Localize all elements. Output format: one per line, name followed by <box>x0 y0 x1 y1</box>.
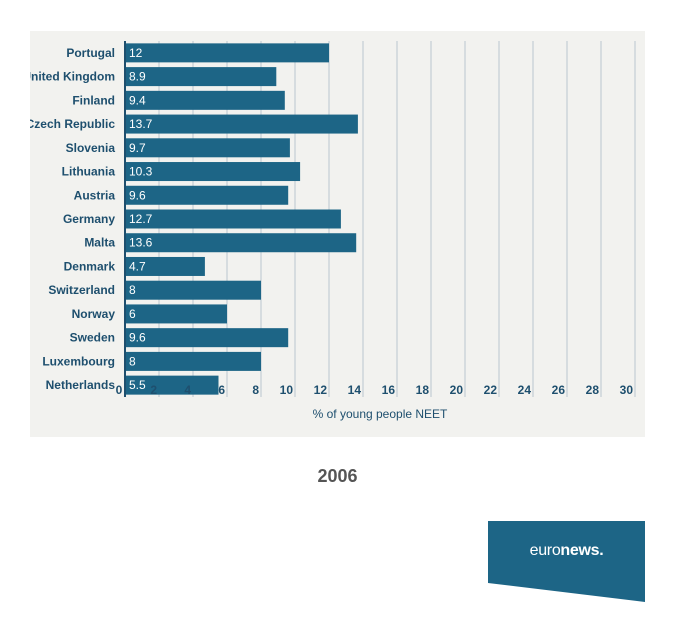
euronews-logo: euronews. <box>488 521 645 602</box>
chart-panel: Portugal United Kingdom Finland Czech Repub… <box>30 31 645 437</box>
value-label: 12 <box>129 46 143 60</box>
category-label: Czech Republic <box>30 117 115 131</box>
category-label: Lithuania <box>62 165 116 179</box>
category-label: Denmark <box>64 259 116 273</box>
bar <box>125 114 358 134</box>
x-tick-label: 30 <box>620 383 634 397</box>
bars <box>125 43 358 395</box>
bar <box>125 162 301 182</box>
category-label: United Kingdom <box>30 70 115 84</box>
x-tick-label: 4 <box>184 383 191 397</box>
bar <box>125 256 205 276</box>
value-label: 9.7 <box>129 141 146 155</box>
category-label: Austria <box>74 188 116 202</box>
category-label: Slovenia <box>66 141 116 155</box>
logo-text: euronews. <box>488 542 645 560</box>
category-label: Netherlands <box>46 378 116 392</box>
value-label: 8 <box>129 354 136 368</box>
value-label: 4.7 <box>129 259 146 273</box>
bar <box>125 138 290 158</box>
category-label: Portugal <box>66 46 115 60</box>
bar <box>125 90 285 110</box>
x-tick-label: 22 <box>484 383 498 397</box>
bar <box>125 328 289 348</box>
value-labels: 12 8.9 9.4 13.7 9.7 10.3 9.6 12.7 13.6 4.7 8 6 9.6 8 5… <box>129 46 153 392</box>
x-tick-label: 18 <box>416 383 430 397</box>
value-label: 13.6 <box>129 236 153 250</box>
x-tick-label: 16 <box>382 383 396 397</box>
category-label: Finland <box>72 93 115 107</box>
x-tick-label: 28 <box>586 383 600 397</box>
category-label: Switzerland <box>48 283 115 297</box>
value-label: 5.5 <box>129 378 146 392</box>
value-label: 12.7 <box>129 212 153 226</box>
value-label: 8.9 <box>129 70 146 84</box>
value-label: 8 <box>129 283 136 297</box>
value-label: 9.6 <box>129 331 146 345</box>
category-label: Luxembourg <box>42 354 115 368</box>
x-tick-label: 6 <box>218 383 225 397</box>
x-tick-labels: 0 2 4 6 8 10 12 14 16 18 20 22 24 26 28 30 <box>116 383 634 397</box>
x-tick-label: 2 <box>150 383 157 397</box>
bar <box>125 375 219 395</box>
value-label: 9.6 <box>129 188 146 202</box>
x-tick-label: 20 <box>450 383 464 397</box>
value-label: 9.4 <box>129 93 146 107</box>
bar <box>125 280 261 300</box>
bar <box>125 185 289 205</box>
category-label: Germany <box>63 212 115 226</box>
x-tick-label: 0 <box>116 383 123 397</box>
x-tick-label: 10 <box>280 383 294 397</box>
x-axis-title: % of young people NEET <box>313 407 448 421</box>
x-tick-label: 26 <box>552 383 566 397</box>
bar <box>125 209 341 229</box>
bar <box>125 351 261 371</box>
x-tick-label: 14 <box>348 383 362 397</box>
value-label: 13.7 <box>129 117 153 131</box>
x-tick-label: 24 <box>518 383 532 397</box>
category-label: Sweden <box>70 331 115 345</box>
bar <box>125 233 357 253</box>
bar <box>125 43 329 63</box>
category-label: Norway <box>72 307 116 321</box>
bar-chart: Portugal United Kingdom Finland Czech Repub… <box>30 41 636 421</box>
value-label: 6 <box>129 307 136 321</box>
logo-text-regular: euro <box>529 542 561 559</box>
bar <box>125 304 227 324</box>
year-label: 2006 <box>317 466 358 486</box>
logo-text-bold: news. <box>560 542 604 559</box>
bar <box>125 67 277 87</box>
x-tick-label: 12 <box>314 383 328 397</box>
value-label: 10.3 <box>129 165 153 179</box>
logo-background <box>488 521 645 602</box>
category-label: Malta <box>84 236 115 250</box>
x-tick-label: 8 <box>252 383 259 397</box>
category-labels: Portugal United Kingdom Finland Czech Repub… <box>30 46 115 392</box>
